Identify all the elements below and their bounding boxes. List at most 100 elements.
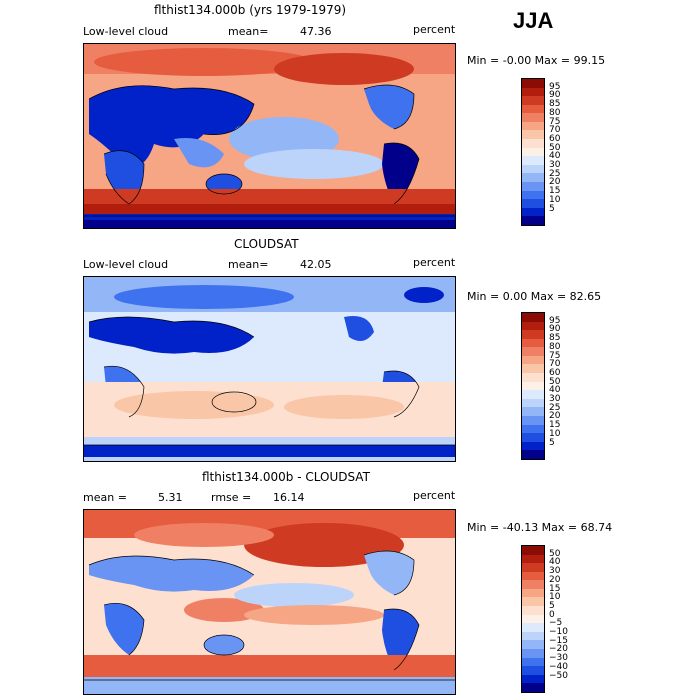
panel1-mean-value: 47.36 [300, 25, 332, 38]
panel3-map [83, 509, 456, 695]
panel3-colorbar-tick-label: 20 [549, 574, 561, 585]
panel2-mean-label: mean= [228, 258, 269, 271]
panel2-title: CLOUDSAT [234, 237, 299, 251]
panel1-colorbar-swatch [522, 181, 544, 191]
panel3-colorbar-tick-label: −50 [549, 670, 568, 681]
panel3-colorbar-swatch [522, 606, 544, 615]
panel1-colorbar-tick-label: 70 [549, 125, 561, 136]
panel1-colorbar-swatch [522, 139, 544, 148]
panel2-units: percent [413, 256, 456, 269]
panel2-colorbar-tick-label: 10 [549, 428, 561, 439]
panel3-minmax: Min = -40.13 Max = 68.74 [467, 521, 613, 534]
panel2-colorbar-tick-label: 70 [549, 359, 561, 370]
panel2-colorbar-tick-label: 60 [549, 367, 561, 378]
panel2-variable-label: Low-level cloud [83, 258, 169, 271]
panel2-colorbar-tick-label: 50 [549, 376, 561, 387]
panel1-colorbar-swatch [522, 121, 544, 131]
panel2-colorbar-swatch [522, 450, 544, 459]
panel3-colorbar-swatch [522, 640, 544, 649]
panel2-colorbar-tick-label: 20 [549, 411, 561, 422]
panel3-colorbar-tick-label: 15 [549, 583, 561, 594]
panel1-colorbar-tick-label: 60 [549, 133, 561, 144]
panel3-colorbar-swatch [522, 666, 544, 675]
panel2-colorbar-tick-label: 90 [549, 324, 561, 335]
panel2-colorbar-swatch [522, 373, 544, 382]
panel3-colorbar-tick-label: −5 [549, 618, 563, 629]
panel1-units: percent [413, 23, 456, 36]
panel2-colorbar-swatch [522, 347, 544, 356]
panel2-colorbar-swatch [522, 313, 544, 322]
panel1-colorbar-swatch [522, 207, 544, 217]
panel3-colorbar-tick-label: 30 [549, 566, 561, 577]
panel1-colorbar-swatch [522, 113, 544, 122]
panel2-colorbar-swatch [522, 441, 544, 451]
panel2-colorbar-swatch [522, 407, 544, 416]
panel1-colorbar-tick-label: 30 [549, 160, 561, 171]
panel3-colorbar-tick-label: 50 [549, 548, 561, 559]
panel1-colorbar [521, 78, 545, 226]
panel3-mean-value: 5.31 [158, 491, 183, 504]
panel3-colorbar-swatch [522, 580, 544, 589]
panel1-colorbar-tick-label: 5 [549, 203, 555, 214]
panel1-colorbar-tick-label: 15 [549, 186, 561, 197]
panel1-minmax: Min = -0.00 Max = 99.15 [467, 54, 606, 67]
panel3-colorbar-swatch [522, 554, 544, 564]
panel2-colorbar-swatch [522, 381, 544, 391]
panel1-map-field [84, 44, 455, 228]
panel2-minmax: Min = 0.00 Max = 82.65 [467, 290, 602, 303]
panel3-colorbar-swatch [522, 588, 544, 598]
panel3-colorbar-tick-label: −30 [549, 653, 568, 664]
panel2-colorbar [521, 312, 545, 460]
panel1-colorbar-tick-label: 75 [549, 116, 561, 127]
panel1-colorbar-tick-label: 20 [549, 177, 561, 188]
panel1-colorbar-swatch [522, 199, 544, 208]
panel1-title: flthist134.000b (yrs 1979-1979) [154, 3, 347, 17]
panel1-colorbar-swatch [522, 87, 544, 97]
panel1-colorbar-tick-label: 50 [549, 142, 561, 153]
panel2-colorbar-tick-label: 30 [549, 394, 561, 405]
panel3-colorbar-tick-label: 0 [549, 609, 555, 620]
panel3-colorbar-tick-label: −40 [549, 661, 568, 672]
panel1-map [83, 43, 456, 229]
panel1-mean-label: mean= [228, 25, 269, 38]
panel2-colorbar-swatch [522, 338, 544, 348]
panel3-colorbar-swatch [522, 563, 544, 572]
panel2-colorbar-tick-label: 85 [549, 333, 561, 344]
panel3-colorbar-tick-label: −20 [549, 644, 568, 655]
panel1-colorbar-tick-label: 85 [549, 99, 561, 110]
panel1-colorbar-swatch [522, 147, 544, 157]
panel2-colorbar-swatch [522, 415, 544, 425]
panel1-colorbar-tick-label: 90 [549, 90, 561, 101]
panel1-colorbar-tick-label: 25 [549, 168, 561, 179]
panel3-mean-label: mean = [83, 491, 127, 504]
panel1-colorbar-swatch [522, 190, 544, 200]
panel3-colorbar-tick-label: 5 [549, 600, 555, 611]
panel1-colorbar-ticks: 95 90 85 80 75 70 60 50 40 30 25 20 15 10 5 [549, 78, 589, 226]
panel3-colorbar [521, 545, 545, 693]
panel2-colorbar-swatch [522, 424, 544, 434]
panel3-colorbar-swatch [522, 614, 544, 624]
panel2-colorbar-tick-label: 25 [549, 402, 561, 413]
panel1-colorbar-tick-label: 80 [549, 107, 561, 118]
panel2-map [83, 276, 456, 462]
panel2-colorbar-swatch [522, 330, 544, 339]
panel3-title: flthist134.000b - CLOUDSAT [202, 470, 370, 484]
panel1-colorbar-swatch [522, 216, 544, 225]
panel3-colorbar-swatch [522, 657, 544, 667]
panel3-colorbar-swatch [522, 683, 544, 692]
panel2-colorbar-swatch [522, 390, 544, 399]
panel3-colorbar-swatch [522, 631, 544, 641]
panel1-colorbar-tick-label: 95 [549, 81, 561, 92]
panel3-colorbar-swatch [522, 648, 544, 658]
panel3-colorbar-tick-label: 10 [549, 592, 561, 603]
season-label: JJA [513, 8, 554, 33]
panel3-rmse-value: 16.14 [273, 491, 305, 504]
panel1-variable-label: Low-level cloud [83, 25, 169, 38]
panel2-colorbar-swatch [522, 355, 544, 365]
panel3-colorbar-tick-label: −10 [549, 627, 568, 638]
panel1-colorbar-swatch [522, 164, 544, 174]
panel3-rmse-label: rmse = [211, 491, 252, 504]
panel1-colorbar-swatch [522, 104, 544, 114]
panel3-colorbar-tick-label: 40 [549, 557, 561, 568]
panel1-colorbar-swatch [522, 79, 544, 88]
